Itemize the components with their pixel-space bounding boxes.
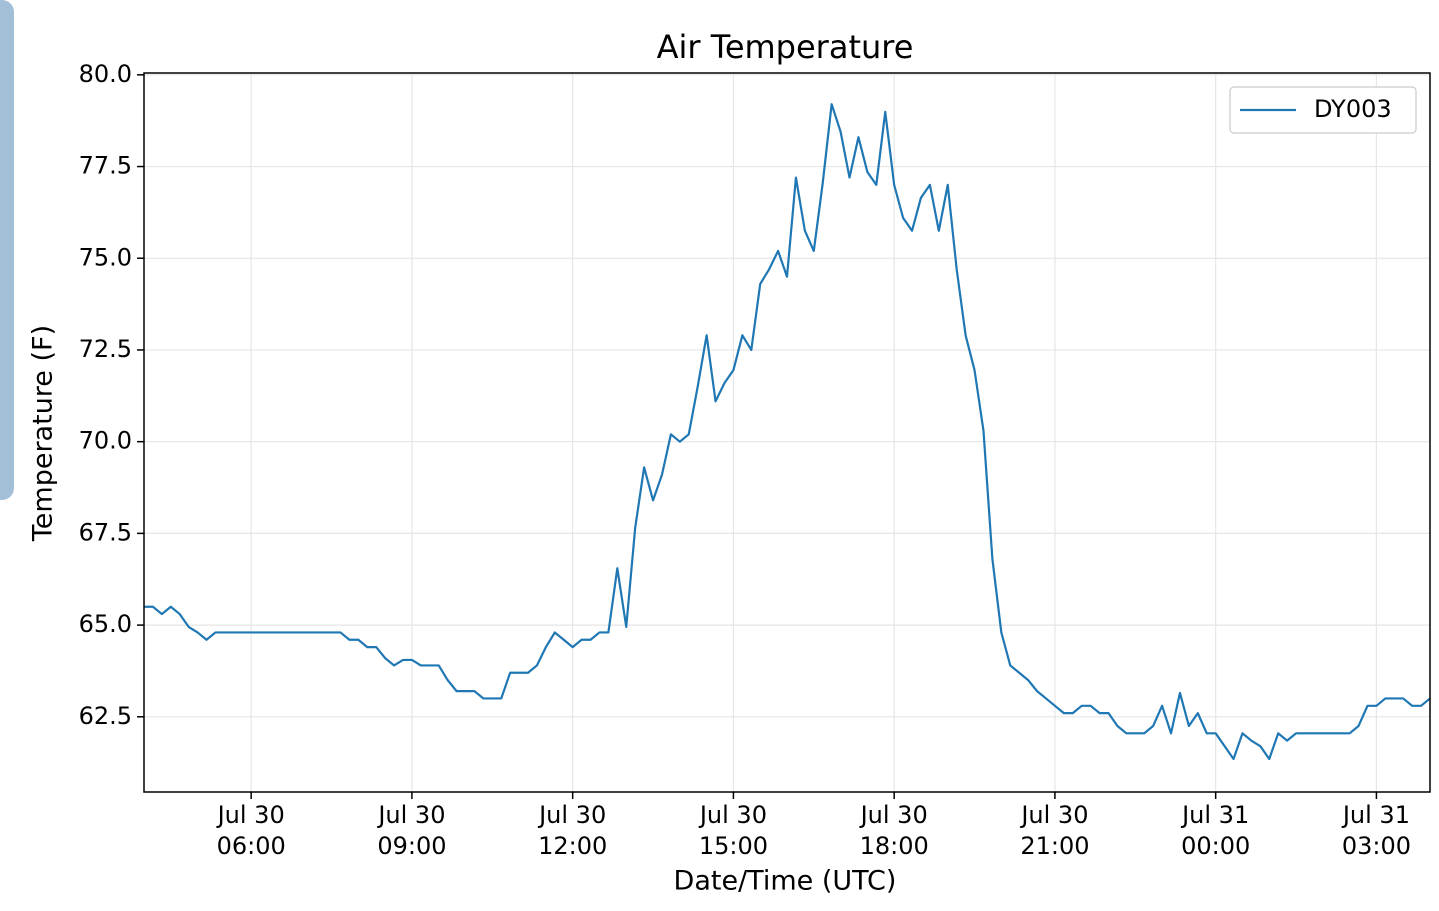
x-tick-label: 09:00 bbox=[377, 832, 446, 860]
chart-title: Air Temperature bbox=[657, 28, 914, 66]
side-panel bbox=[0, 0, 14, 500]
x-tick-label: Jul 30 bbox=[859, 801, 928, 829]
grid bbox=[144, 73, 1430, 792]
x-tick-label: Jul 30 bbox=[376, 801, 445, 829]
x-tick-label: Jul 30 bbox=[216, 801, 285, 829]
x-tick-label: 00:00 bbox=[1181, 832, 1250, 860]
x-tick-label: Jul 31 bbox=[1341, 801, 1410, 829]
x-tick-label: 18:00 bbox=[860, 832, 929, 860]
plot-frame bbox=[143, 72, 1431, 793]
x-tick-label: Jul 31 bbox=[1180, 801, 1249, 829]
plot bbox=[144, 103, 1431, 761]
y-tick-label: 67.5 bbox=[79, 518, 132, 546]
y-tick-label: 72.5 bbox=[79, 335, 132, 363]
legend-label: DY003 bbox=[1314, 95, 1392, 123]
x-tick-label: 21:00 bbox=[1020, 832, 1089, 860]
x-tick-label: Jul 30 bbox=[537, 801, 606, 829]
y-tick-label: 62.5 bbox=[79, 702, 132, 730]
x-tick-label: 15:00 bbox=[699, 832, 768, 860]
x-tick-label: Jul 30 bbox=[1019, 801, 1088, 829]
x-axis-label: Date/Time (UTC) bbox=[674, 866, 897, 897]
y-tick-label: 75.0 bbox=[79, 243, 132, 271]
y-tick-label: 70.0 bbox=[79, 427, 132, 455]
x-tick-label: Jul 30 bbox=[698, 801, 767, 829]
series-line bbox=[144, 103, 1431, 761]
y-tick-label: 77.5 bbox=[79, 152, 132, 180]
y-tick-label: 65.0 bbox=[79, 610, 132, 638]
y-axis-label: Temperature (F) bbox=[28, 325, 59, 542]
x-tick-label: 06:00 bbox=[217, 832, 286, 860]
legend: DY003 bbox=[1229, 86, 1417, 134]
legend-box bbox=[1229, 86, 1417, 134]
x-tick-label: 03:00 bbox=[1342, 832, 1411, 860]
y-tick-label: 80.0 bbox=[79, 60, 132, 88]
x-tick-label: 12:00 bbox=[538, 832, 607, 860]
